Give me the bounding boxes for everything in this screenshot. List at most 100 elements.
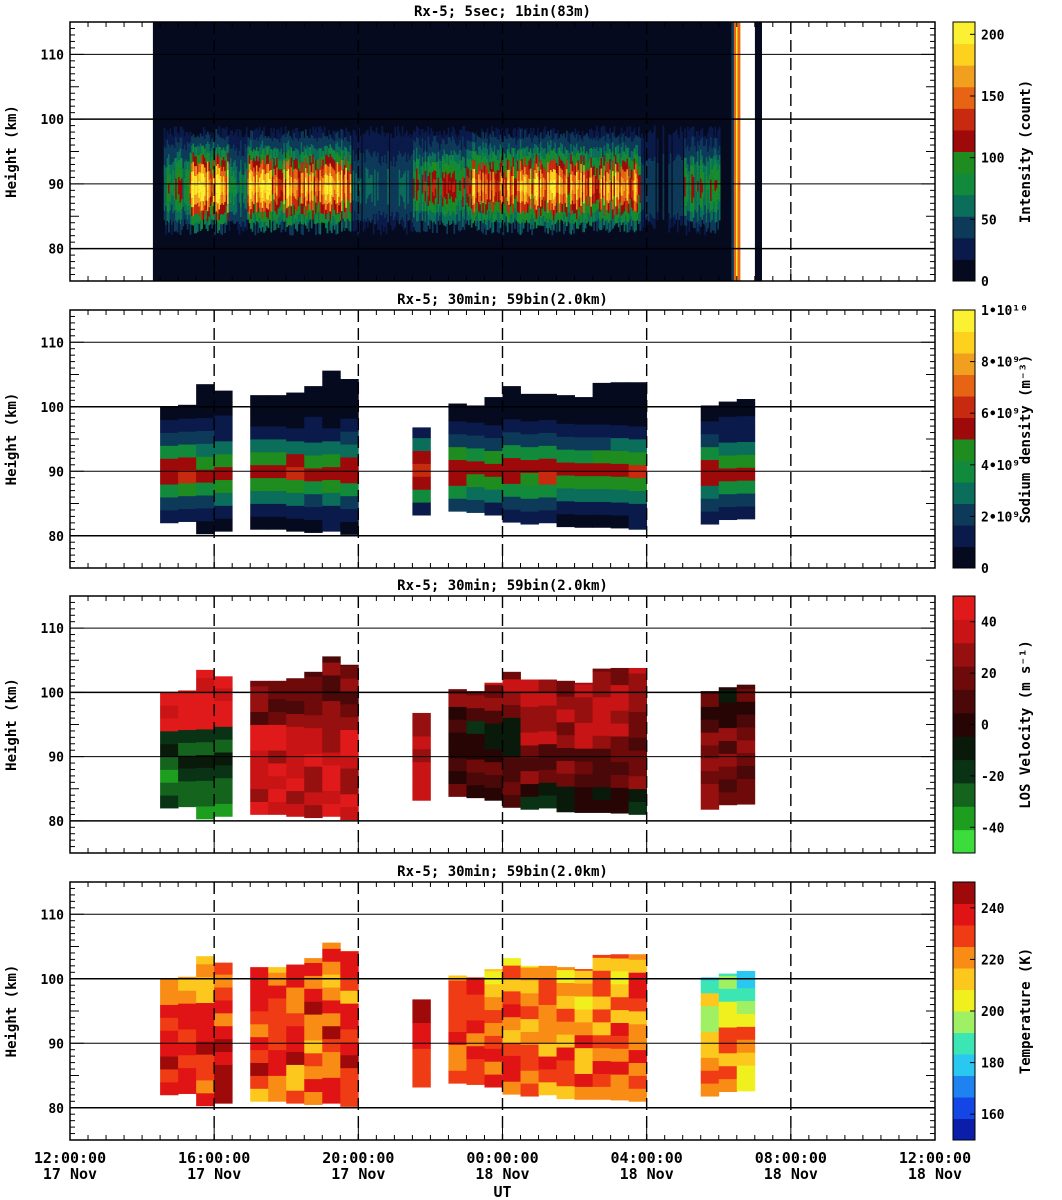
intensity-cell	[276, 157, 278, 168]
intensity-cell	[401, 136, 404, 147]
intensity-cell	[290, 157, 293, 168]
intensity-cell	[486, 128, 489, 139]
intensity-cell	[309, 165, 312, 175]
data-cell	[178, 1029, 197, 1043]
intensity-cell	[289, 215, 291, 225]
intensity-cell	[508, 213, 511, 223]
intensity-cell	[266, 190, 268, 200]
intensity-cell	[271, 203, 274, 213]
intensity-cell	[684, 167, 686, 178]
data-cell	[736, 467, 756, 481]
intensity-cell	[423, 201, 425, 212]
intensity-cell	[552, 199, 555, 210]
data-cell	[304, 714, 323, 729]
intensity-cell	[169, 155, 172, 165]
intensity-cell	[315, 159, 317, 171]
intensity-cell	[576, 209, 578, 220]
data-cell	[412, 736, 431, 750]
data-cell	[502, 794, 521, 808]
intensity-cell	[221, 181, 224, 193]
colorbar-tick-label: 100	[981, 152, 1005, 167]
intensity-cell	[271, 185, 274, 195]
intensity-cell	[586, 169, 588, 179]
data-cell	[718, 740, 738, 754]
intensity-cell	[439, 149, 441, 160]
intensity-cell	[600, 199, 603, 210]
y-tick-label: 80	[48, 530, 64, 545]
intensity-cell	[564, 165, 567, 176]
intensity-cell	[617, 218, 620, 228]
intensity-cell	[613, 126, 616, 137]
intensity-cell	[325, 191, 327, 201]
intensity-cell	[365, 194, 368, 204]
intensity-cell	[511, 195, 513, 205]
data-cell	[556, 500, 575, 515]
intensity-cell	[555, 173, 558, 183]
intensity-cell	[410, 165, 412, 175]
intensity-cell	[681, 187, 684, 198]
intensity-cell	[222, 147, 225, 158]
intensity-cell	[697, 141, 699, 152]
intensity-cell	[276, 148, 278, 158]
intensity-cell	[456, 180, 459, 189]
intensity-cell	[554, 196, 557, 206]
intensity-cell	[322, 195, 325, 205]
data-cell	[700, 757, 720, 772]
intensity-cell	[467, 196, 470, 207]
intensity-cell	[304, 196, 307, 207]
intensity-cell	[270, 222, 273, 233]
intensity-cell	[700, 159, 702, 169]
intensity-cell	[379, 145, 382, 156]
data-cell	[340, 793, 359, 808]
data-cell	[178, 1041, 197, 1056]
intensity-cell	[573, 184, 575, 195]
intensity-cell	[496, 201, 499, 212]
intensity-cell	[390, 161, 392, 171]
intensity-cell	[266, 164, 268, 174]
data-cell	[520, 796, 539, 810]
intensity-cell	[627, 222, 630, 232]
intensity-cell	[168, 203, 170, 213]
intensity-cell	[374, 169, 376, 179]
intensity-cell	[257, 202, 260, 213]
intensity-cell	[561, 135, 564, 145]
intensity-cell	[600, 188, 603, 200]
intensity-cell	[668, 222, 671, 233]
intensity-cell	[620, 137, 623, 147]
intensity-cell	[366, 208, 369, 218]
colorbar-swatch	[953, 417, 975, 440]
intensity-cell	[475, 151, 477, 161]
intensity-cell	[542, 177, 545, 188]
data-cell	[340, 521, 359, 535]
data-cell	[340, 729, 359, 743]
intensity-cell	[289, 205, 291, 216]
intensity-cell	[578, 153, 581, 163]
data-cell	[556, 760, 575, 774]
intensity-cell	[253, 194, 255, 205]
intensity-cell	[711, 168, 714, 179]
intensity-cell	[316, 186, 319, 196]
intensity-cell	[558, 175, 561, 185]
intensity-cell	[193, 194, 196, 205]
intensity-cell	[188, 152, 190, 162]
intensity-cell	[514, 208, 516, 219]
intensity-cell	[235, 166, 238, 176]
intensity-cell	[385, 143, 388, 154]
intensity-cell	[601, 218, 604, 229]
intensity-cell	[501, 213, 503, 223]
intensity-cell	[407, 178, 410, 187]
intensity-cell	[416, 126, 418, 137]
intensity-cell	[284, 200, 287, 211]
intensity-cell	[248, 206, 251, 215]
intensity-cell	[437, 203, 440, 213]
intensity-cell	[648, 140, 650, 150]
data-cell	[574, 501, 594, 515]
intensity-cell	[718, 164, 721, 174]
intensity-cell	[678, 203, 681, 212]
colorbar-swatch	[953, 353, 975, 375]
intensity-cell	[587, 179, 590, 188]
intensity-cell	[564, 156, 567, 166]
intensity-cell	[319, 158, 322, 170]
intensity-cell	[299, 163, 301, 172]
intensity-cell	[394, 136, 397, 147]
